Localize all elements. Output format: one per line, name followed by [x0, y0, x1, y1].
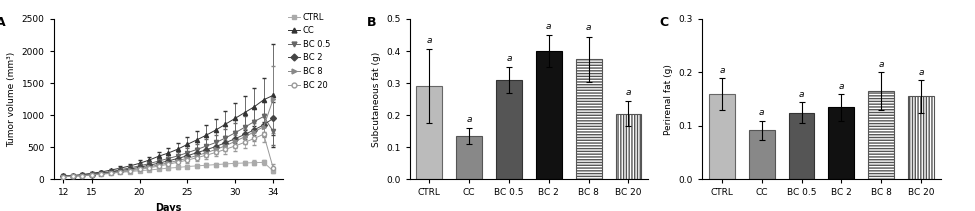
Y-axis label: Tumor volume (mm³): Tumor volume (mm³): [7, 51, 16, 147]
Legend: CTRL, CC, BC 0.5, BC 2, BC 8, BC 20: CTRL, CC, BC 0.5, BC 2, BC 8, BC 20: [288, 13, 330, 90]
Bar: [908, 96, 934, 179]
Bar: [536, 51, 562, 179]
Text: a: a: [720, 66, 724, 74]
Bar: [575, 59, 602, 179]
X-axis label: Days: Days: [155, 203, 181, 211]
Bar: [749, 130, 775, 179]
Text: a: a: [918, 68, 923, 77]
Text: a: a: [586, 23, 592, 32]
Bar: [416, 86, 443, 179]
Text: a: a: [546, 22, 552, 31]
Bar: [456, 136, 483, 179]
Bar: [496, 80, 522, 179]
Text: a: a: [838, 82, 844, 91]
Text: a: a: [626, 88, 631, 97]
Text: a: a: [878, 60, 884, 69]
Text: A: A: [0, 16, 6, 29]
Text: a: a: [466, 115, 472, 124]
Text: a: a: [799, 90, 804, 99]
Text: a: a: [759, 108, 764, 117]
Text: C: C: [659, 16, 668, 29]
Y-axis label: Perirenal fat (g): Perirenal fat (g): [664, 64, 673, 135]
Text: a: a: [506, 54, 512, 63]
Text: B: B: [367, 16, 376, 29]
Bar: [709, 94, 735, 179]
Bar: [615, 114, 642, 179]
Y-axis label: Subcutaneous fat (g): Subcutaneous fat (g): [371, 51, 380, 147]
Bar: [829, 107, 854, 179]
Bar: [868, 91, 894, 179]
Bar: [789, 112, 814, 179]
Text: a: a: [427, 36, 432, 45]
